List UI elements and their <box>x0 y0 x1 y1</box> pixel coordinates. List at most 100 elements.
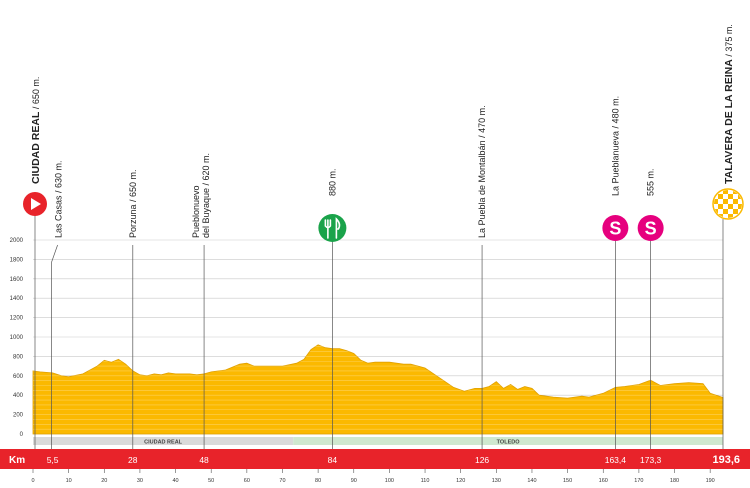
start-name: CIUDAD REAL <box>30 111 42 184</box>
checkered-square <box>728 214 733 218</box>
x-tick-label: 170 <box>634 478 643 484</box>
checkered-square <box>708 204 713 209</box>
town-name-line1: Pueblonuevo <box>191 185 201 238</box>
y-tick-label: 400 <box>13 393 24 399</box>
checkered-pattern <box>708 184 748 224</box>
checkered-square <box>743 219 748 224</box>
sprint-s-icon <box>637 215 664 241</box>
x-tick-label: 60 <box>244 478 250 484</box>
km-bar: Km 5,5 28 48 84 126 163,4 173,3 193,6 <box>0 449 750 469</box>
town-name: Porzuna / 650 m. <box>128 169 138 238</box>
marker-line-town <box>51 244 58 452</box>
sprint-s-glyph: S <box>609 219 621 239</box>
town-label-line2: del Buyaque / 620 m. <box>201 153 211 238</box>
town-name: La Puebla de Montalbán / 470 m. <box>477 105 487 238</box>
elevation-area-path <box>32 344 724 435</box>
checkered-square <box>733 209 738 214</box>
checkered-square <box>714 199 718 204</box>
y-tick-label: 1400 <box>10 296 24 302</box>
km-bar-mark: 173,3 <box>640 455 662 465</box>
x-tick-label: 140 <box>527 478 536 484</box>
town-label: Las Casas / 630 m. <box>54 160 64 238</box>
region-band-ciudad-real <box>33 437 294 445</box>
x-tick-label: 90 <box>351 478 357 484</box>
x-tick-label: 190 <box>706 478 715 484</box>
checkered-square <box>723 190 728 194</box>
checkered-square <box>718 194 723 199</box>
town-label: Porzuna / 650 m. <box>128 169 138 238</box>
y-axis-ticks: 0 200 400 600 800 1000 1200 1400 1600 1800 2000 <box>10 238 24 438</box>
x-tick-label: 30 <box>137 478 143 484</box>
checkered-square <box>708 194 713 199</box>
km-bar-mark: 48 <box>199 455 209 465</box>
checkered-square <box>733 219 738 224</box>
x-tick-label: 180 <box>670 478 679 484</box>
town-label-line1: Pueblonuevo <box>191 185 201 238</box>
finish-name: TALAVERA DE LA REINA <box>723 59 735 184</box>
y-tick-label: 800 <box>13 354 24 360</box>
finish-altitude: / 375 m. <box>724 24 734 59</box>
checkered-square <box>708 184 713 189</box>
checkered-square <box>728 204 733 209</box>
knife-glyph <box>335 217 341 239</box>
x-tick-label: 70 <box>279 478 285 484</box>
town-name-line2: del Buyaque / 620 m. <box>201 153 211 238</box>
region-band-toledo <box>293 437 723 445</box>
x-tick-label: 50 <box>208 478 214 484</box>
checkered-square <box>708 214 713 219</box>
y-tick-label: 600 <box>13 374 24 380</box>
y-tick-label: 0 <box>20 432 24 438</box>
start-altitude: / 650 m. <box>31 77 41 112</box>
sprint-s-icon <box>602 215 629 241</box>
x-tick-label: 150 <box>563 478 572 484</box>
fork-glyph <box>324 219 332 239</box>
sprint-name: La Pueblanueva / <box>610 123 620 196</box>
region-label: CIUDAD REAL <box>144 440 183 446</box>
checkered-square <box>743 199 748 204</box>
x-tick-label: 10 <box>66 478 72 484</box>
fork-knife-icon <box>318 214 347 242</box>
km-bar-mark: 193,6 <box>712 454 740 466</box>
km-bar-mark: 126 <box>475 455 489 465</box>
km-bar-mark: 163,4 <box>605 455 627 465</box>
finish-label: TALAVERA DE LA REINA / 375 m. <box>723 24 735 184</box>
feed-altitude: 880 m. <box>327 168 337 196</box>
y-tick-label: 1800 <box>10 257 24 263</box>
region-band: CIUDAD REAL TOLEDO <box>33 437 723 446</box>
checkered-square <box>733 199 738 204</box>
sprint-label: 555 m. <box>646 168 656 196</box>
x-axis-ticks: 0 10 20 30 40 50 60 70 80 90 100 110 120 130 140 150 160… <box>31 469 715 484</box>
y-tick-label: 200 <box>13 413 24 419</box>
sprint-altitude: 555 m. <box>646 168 656 196</box>
y-tick-label: 1600 <box>10 277 24 283</box>
start-label: CIUDAD REAL / 650 m. <box>30 77 42 184</box>
km-bar-mark: 5,5 <box>47 455 59 465</box>
km-bar-label: Km <box>9 455 25 466</box>
region-label: TOLEDO <box>497 440 521 446</box>
x-tick-label: 0 <box>31 478 34 484</box>
checkered-square <box>738 184 743 189</box>
elevation-area <box>32 344 724 435</box>
sprint-altitude: 480 m. <box>610 96 620 124</box>
km-bar-mark: 84 <box>328 455 338 465</box>
checkered-square <box>723 209 728 214</box>
x-tick-label: 120 <box>456 478 465 484</box>
play-triangle-glyph <box>31 198 41 210</box>
sprint-s-glyph: S <box>645 219 657 239</box>
checkered-square <box>738 204 742 209</box>
checkered-square <box>723 199 728 204</box>
y-tick-label: 2000 <box>10 238 24 244</box>
checkered-square <box>743 189 748 194</box>
km-bar-mark: 28 <box>128 455 138 465</box>
x-tick-label: 110 <box>421 478 430 484</box>
x-tick-label: 80 <box>315 478 321 484</box>
x-tick-label: 130 <box>492 478 501 484</box>
x-tick-label: 160 <box>599 478 608 484</box>
checkered-square <box>718 204 723 209</box>
sprint-label: La Pueblanueva / 480 m. <box>610 96 620 196</box>
checkered-square <box>728 194 733 199</box>
km-bar-background <box>0 449 750 469</box>
x-tick-label: 40 <box>172 478 178 484</box>
y-tick-label: 1200 <box>10 316 24 322</box>
